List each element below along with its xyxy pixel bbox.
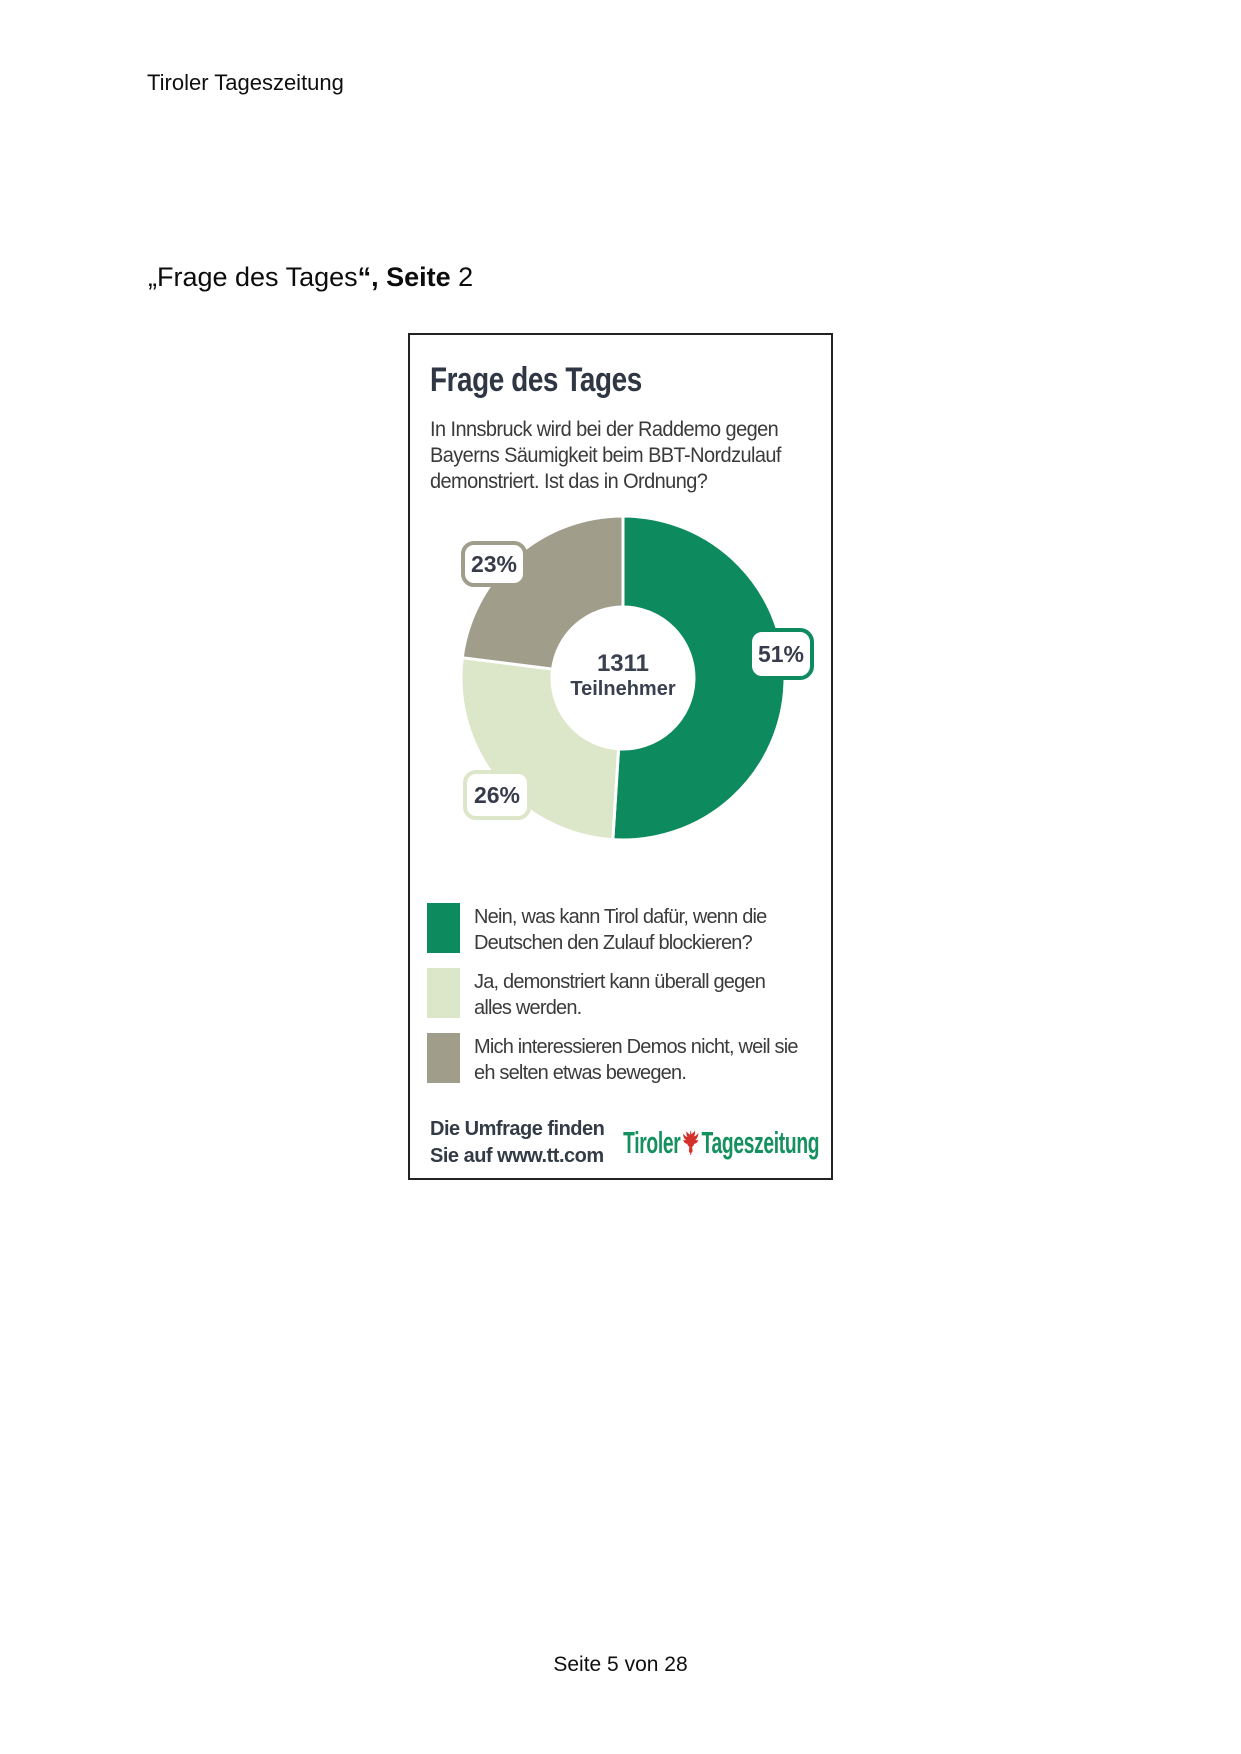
- eagle-icon: [683, 1130, 699, 1155]
- donut-slice-51: [611, 514, 787, 842]
- question-line: Bayerns Säumigkeit beim BBT-Nordzulauf: [430, 444, 781, 467]
- logo-word-tiroler: Tiroler: [622, 1125, 681, 1160]
- legend-swatch-gray: [427, 1033, 460, 1083]
- chart-legend: Nein, was kann Tirol dafür, wenn die Deu…: [427, 903, 821, 1098]
- legend-swatch-green: [427, 903, 460, 953]
- legend-text: Nein, was kann Tirol dafür, wenn die Deu…: [474, 903, 767, 956]
- legend-line: Nein, was kann Tirol dafür, wenn die: [474, 906, 767, 928]
- question-line: demonstriert. Ist das in Ordnung?: [430, 470, 708, 493]
- page-number-footer: Seite 5 von 28: [553, 1653, 688, 1676]
- infographic-title: Frage des Tages: [430, 361, 642, 399]
- donut-center-label: 1311 Teilnehmer: [543, 651, 703, 701]
- tiroler-tageszeitung-logo: Tiroler Tageszeitung: [503, 1121, 819, 1165]
- participant-label: Teilnehmer: [570, 678, 676, 700]
- section-heading: „Frage des Tages“, Seite 2: [148, 262, 473, 293]
- participant-count: 1311: [596, 650, 650, 677]
- donut-slice-26: [459, 656, 621, 842]
- survey-source-note: Die Umfrage finden Sie auf www.tt.com: [430, 1116, 605, 1170]
- legend-swatch-lightgreen: [427, 968, 460, 1018]
- donut-slice-23: [460, 514, 625, 671]
- logo-inner: Tiroler Tageszeitung: [623, 1125, 819, 1161]
- callout-label-26: 26%: [463, 770, 531, 820]
- legend-line: Deutschen den Zulauf blockieren?: [474, 932, 753, 954]
- legend-text: Mich interessieren Demos nicht, weil sie…: [474, 1033, 798, 1086]
- callout-label-23: 23%: [461, 541, 527, 587]
- heading-number: 2: [450, 262, 474, 292]
- logo-word-tageszeitung: Tageszeitung: [701, 1125, 819, 1160]
- donut-chart-svg: [459, 514, 787, 842]
- heading-regular-part: „Frage des Tages: [148, 262, 358, 292]
- source-note-line: Sie auf www.tt.com: [430, 1145, 604, 1167]
- source-note-line: Die Umfrage finden: [430, 1118, 605, 1140]
- callout-label-51: 51%: [748, 628, 814, 680]
- callout-text: 23%: [470, 550, 518, 577]
- heading-bold-part: “, Seite: [357, 262, 451, 292]
- legend-line: Mich interessieren Demos nicht, weil sie: [474, 1036, 798, 1058]
- survey-question: In Innsbruck wird bei der Raddemo gegen …: [430, 417, 781, 495]
- legend-line: eh selten etwas bewegen.: [474, 1062, 687, 1084]
- question-line: In Innsbruck wird bei der Raddemo gegen: [430, 418, 779, 441]
- legend-line: Ja, demonstriert kann überall gegen: [474, 971, 766, 993]
- infographic-box: Frage des Tages In Innsbruck wird bei de…: [408, 333, 833, 1180]
- legend-text: Ja, demonstriert kann überall gegen alle…: [474, 968, 766, 1021]
- legend-row: Mich interessieren Demos nicht, weil sie…: [427, 1033, 821, 1086]
- legend-row: Nein, was kann Tirol dafür, wenn die Deu…: [427, 903, 821, 956]
- callout-text: 26%: [473, 781, 521, 808]
- callout-text: 51%: [757, 640, 805, 667]
- document-header: Tiroler Tageszeitung: [147, 70, 344, 95]
- donut-chart: 23% 51% 26% 1311 Teilnehmer: [410, 485, 835, 897]
- legend-row: Ja, demonstriert kann überall gegen alle…: [427, 968, 821, 1021]
- legend-line: alles werden.: [474, 997, 582, 1019]
